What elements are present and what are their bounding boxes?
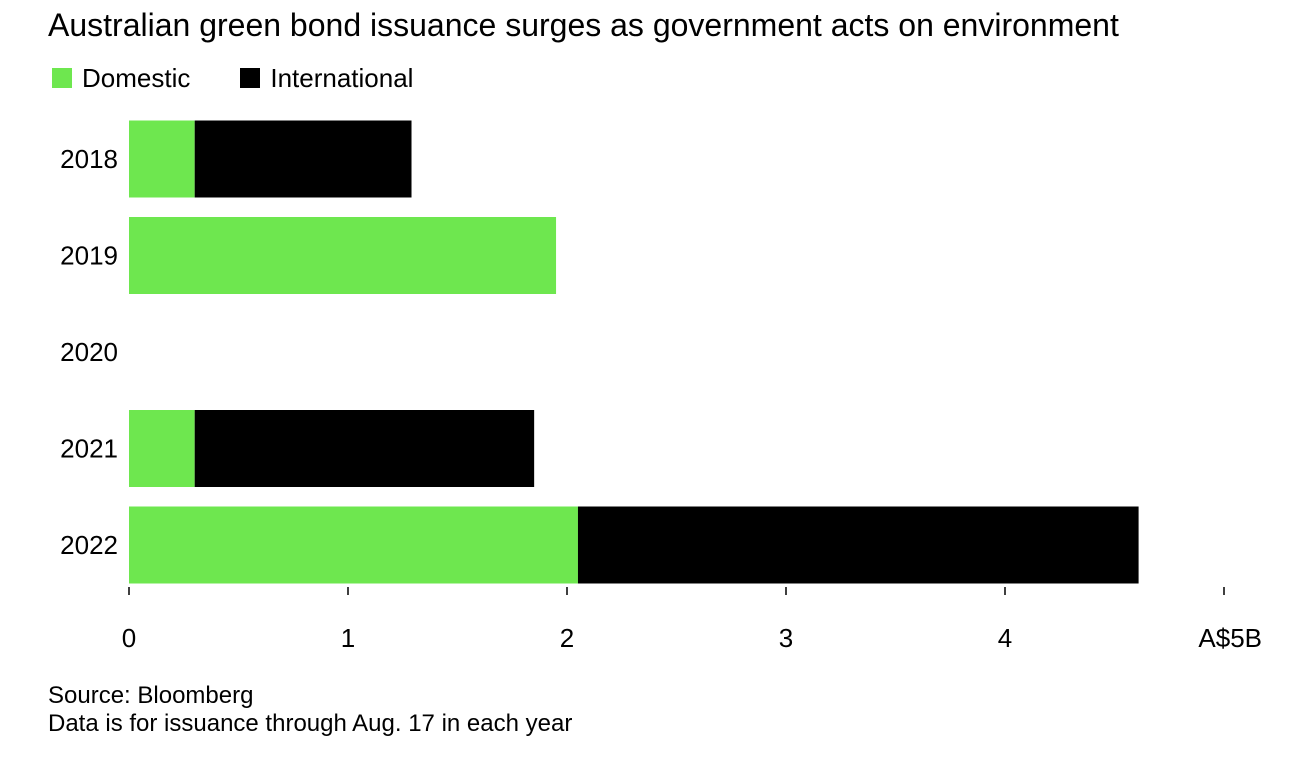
- legend-swatch-international: [240, 68, 261, 88]
- bar-domestic-2022: [129, 506, 578, 584]
- category-label-2020: 2020: [60, 337, 118, 367]
- x-tick-label-5: A$5B: [1198, 623, 1262, 653]
- x-tick-label-2: 2: [560, 623, 574, 653]
- x-tick-label-3: 3: [779, 623, 793, 653]
- legend-swatch-domestic: [52, 68, 72, 88]
- category-label-2022: 2022: [60, 530, 118, 560]
- category-label-2019: 2019: [60, 241, 118, 271]
- bar-domestic-2019: [129, 217, 557, 294]
- category-label-2021: 2021: [60, 434, 118, 464]
- bar-chart: 2018 2019 2020 2021 2022 0 1 2 3 4 A$5B: [60, 120, 1262, 653]
- x-tick-label-4: 4: [998, 623, 1012, 653]
- legend-item-international: International: [240, 62, 413, 94]
- legend: Domestic International: [52, 62, 463, 94]
- data-note: Data is for issuance through Aug. 17 in …: [48, 710, 573, 737]
- legend-label-international: International: [270, 63, 414, 93]
- legend-label-domestic: Domestic: [82, 63, 191, 93]
- bar-international-2018: [194, 120, 412, 198]
- bar-domestic-2018: [129, 120, 195, 198]
- chart-footer: Source: Bloomberg Data is for issuance t…: [48, 682, 572, 738]
- chart-title: Australian green bond issuance surges as…: [48, 7, 1119, 43]
- x-tick-label-0: 0: [122, 623, 136, 653]
- bar-international-2021: [194, 410, 535, 487]
- bar-international-2022: [577, 506, 1139, 584]
- bar-domestic-2021: [129, 410, 195, 487]
- category-label-2018: 2018: [60, 144, 118, 174]
- source-note: Source: Bloomberg: [48, 682, 254, 709]
- legend-item-domestic: Domestic: [52, 62, 190, 94]
- x-tick-label-1: 1: [341, 623, 355, 653]
